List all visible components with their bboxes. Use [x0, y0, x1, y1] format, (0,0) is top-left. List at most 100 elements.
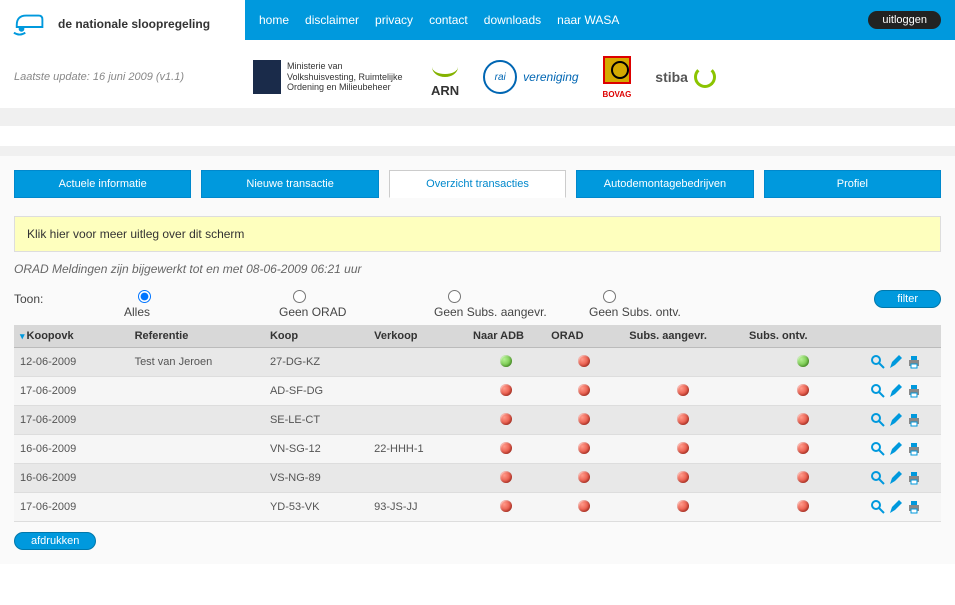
view-icon[interactable] [870, 412, 886, 428]
print-icon[interactable] [906, 441, 922, 457]
print-icon[interactable] [906, 412, 922, 428]
nav-links: home disclaimer privacy contact downloads naa… [259, 13, 619, 27]
logout-button[interactable]: uitloggen [868, 11, 941, 29]
transactions-table: KoopovkReferentieKoopVerkoopNaar ADBORAD… [14, 325, 941, 522]
edit-icon[interactable] [888, 412, 904, 428]
view-icon[interactable] [870, 354, 886, 370]
filter-radio[interactable]: Geen ORAD [279, 290, 434, 319]
table-body: 12-06-2009Test van Jeroen27-DG-KZ17-06-2… [14, 348, 941, 522]
status-dot-red [500, 471, 512, 483]
cell-koopovk: 16-06-2009 [14, 464, 129, 493]
help-banner[interactable]: Klik hier voor meer uitleg over dit sche… [14, 216, 941, 252]
filter-radio[interactable]: Geen Subs. aangevr. [434, 290, 589, 319]
filter-radio-input[interactable] [293, 290, 306, 303]
cell-verkoop: 93-JS-JJ [368, 493, 467, 522]
divider-strip [0, 108, 955, 126]
nav-link[interactable]: privacy [375, 13, 413, 27]
status-dot-red [797, 384, 809, 396]
cell-koop: AD-SF-DG [264, 377, 368, 406]
view-icon[interactable] [870, 499, 886, 515]
status-dot-red [578, 442, 590, 454]
nav-link[interactable]: naar WASA [557, 13, 619, 27]
cell-naar-adb [467, 435, 545, 464]
status-dot-red [797, 471, 809, 483]
arn-logo: ARN [431, 57, 459, 98]
cell-subs-ontv [743, 406, 863, 435]
nav-link[interactable]: disclaimer [305, 13, 359, 27]
table-header[interactable]: Subs. ontv. [743, 325, 863, 348]
edit-icon[interactable] [888, 470, 904, 486]
filter-radio-label: Geen Subs. aangevr. [434, 305, 547, 319]
print-button[interactable]: afdrukken [14, 532, 96, 550]
view-icon[interactable] [870, 441, 886, 457]
status-dot-green [500, 355, 512, 367]
table-header-row: KoopovkReferentieKoopVerkoopNaar ADBORAD… [14, 325, 941, 348]
print-icon[interactable] [906, 499, 922, 515]
filter-radio[interactable]: Alles [124, 290, 279, 319]
status-line: ORAD Meldingen zijn bijgewerkt tot en me… [14, 262, 941, 276]
filter-radio-input[interactable] [448, 290, 461, 303]
tab[interactable]: Actuele informatie [14, 170, 191, 198]
filter-row: Toon: AllesGeen ORADGeen Subs. aangevr.G… [14, 290, 941, 319]
cell-koopovk: 17-06-2009 [14, 406, 129, 435]
cell-actions [863, 348, 941, 377]
divider-strip [0, 146, 955, 156]
status-dot-green [797, 355, 809, 367]
cell-koopovk: 16-06-2009 [14, 435, 129, 464]
cell-koop: YD-53-VK [264, 493, 368, 522]
table-header[interactable]: Subs. aangevr. [623, 325, 743, 348]
print-icon[interactable] [906, 354, 922, 370]
filter-radio-label: Alles [124, 305, 150, 319]
filter-radio-input[interactable] [603, 290, 616, 303]
tab-bar: Actuele informatie Nieuwe transactie Overz… [14, 170, 941, 198]
cell-subs-aangevr [623, 406, 743, 435]
cell-actions [863, 435, 941, 464]
logo-area[interactable]: de nationale sloopregeling [0, 0, 245, 48]
table-header[interactable]: Koopovk [14, 325, 129, 348]
sub-header: Laatste update: 16 juni 2009 (v1.1) Mini… [0, 48, 955, 106]
car-recycle-icon [12, 8, 50, 40]
bovag-logo: BOVAG [603, 56, 632, 99]
nav-link[interactable]: downloads [484, 13, 541, 27]
tab[interactable]: Overzicht transacties [389, 170, 566, 198]
edit-icon[interactable] [888, 441, 904, 457]
view-icon[interactable] [870, 383, 886, 399]
cell-koopovk: 12-06-2009 [14, 348, 129, 377]
cell-naar-adb [467, 406, 545, 435]
table-row: 17-06-2009SE-LE-CT [14, 406, 941, 435]
nav-link[interactable]: home [259, 13, 289, 27]
filter-button[interactable]: filter [874, 290, 941, 308]
tab[interactable]: Autodemontagebedrijven [576, 170, 753, 198]
table-header[interactable]: Koop [264, 325, 368, 348]
cell-naar-adb [467, 493, 545, 522]
status-dot-red [677, 500, 689, 512]
ministry-logo: Ministerie van Volkshuisvesting, Ruimtel… [253, 60, 407, 94]
cell-subs-ontv [743, 435, 863, 464]
tab[interactable]: Profiel [764, 170, 941, 198]
cell-orad [545, 435, 623, 464]
cell-orad [545, 377, 623, 406]
print-icon[interactable] [906, 383, 922, 399]
cell-subs-aangevr [623, 493, 743, 522]
edit-icon[interactable] [888, 499, 904, 515]
cell-orad [545, 406, 623, 435]
filter-radio[interactable]: Geen Subs. ontv. [589, 290, 744, 319]
table-row: 16-06-2009VN-SG-1222-HHH-1 [14, 435, 941, 464]
stiba-logo: stiba [655, 66, 716, 88]
filter-radio-input[interactable] [138, 290, 151, 303]
print-icon[interactable] [906, 470, 922, 486]
main-content: Actuele informatie Nieuwe transactie Overz… [0, 156, 955, 564]
filter-radio-label: Geen Subs. ontv. [589, 305, 681, 319]
table-header[interactable]: Verkoop [368, 325, 467, 348]
table-header[interactable]: ORAD [545, 325, 623, 348]
status-dot-red [500, 500, 512, 512]
edit-icon[interactable] [888, 383, 904, 399]
status-dot-red [677, 442, 689, 454]
view-icon[interactable] [870, 470, 886, 486]
table-header[interactable]: Naar ADB [467, 325, 545, 348]
table-header[interactable]: Referentie [129, 325, 264, 348]
edit-icon[interactable] [888, 354, 904, 370]
cell-verkoop [368, 464, 467, 493]
nav-link[interactable]: contact [429, 13, 468, 27]
tab[interactable]: Nieuwe transactie [201, 170, 378, 198]
